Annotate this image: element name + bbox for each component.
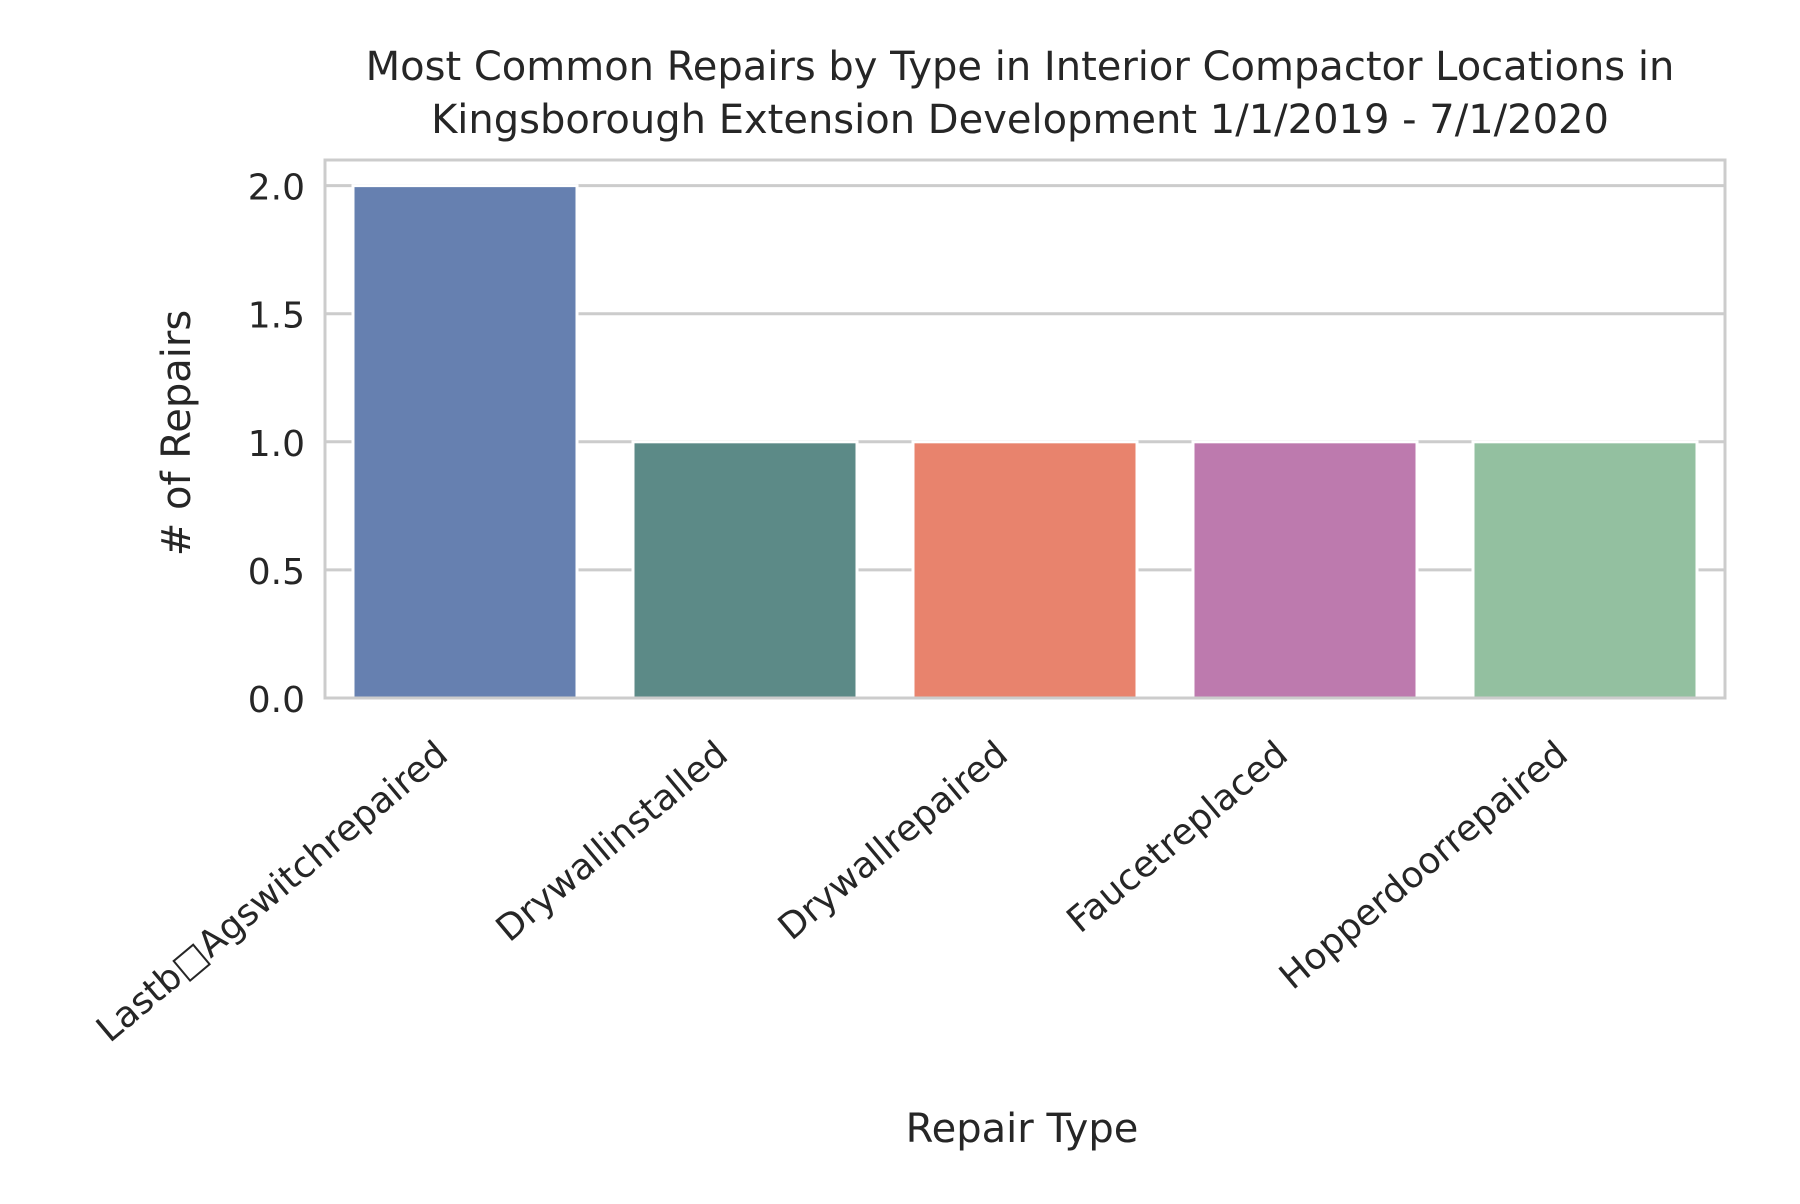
bars <box>351 184 1699 700</box>
x-tick-label: Drywallinstalled <box>489 733 736 950</box>
chart-title-line-2: Kingsborough Extension Development 1/1/2… <box>431 97 1609 143</box>
x-tick-labels: Lastb□Agswitchrepaired Drywallinstalled Dr… <box>89 733 1576 1050</box>
y-axis-label: # of Repairs <box>154 310 200 556</box>
y-tick-label: 2.0 <box>248 168 305 209</box>
plot-frame <box>323 158 1727 700</box>
bar <box>911 440 1139 700</box>
y-tick-label: 1.0 <box>248 424 305 465</box>
y-tick-label: 1.5 <box>248 296 305 337</box>
chart-title-line-1: Most Common Repairs by Type in Interior … <box>366 44 1675 90</box>
bar <box>1471 440 1699 700</box>
bar <box>631 440 859 700</box>
bar <box>1191 440 1419 700</box>
y-tick-label: 0.0 <box>248 680 305 721</box>
x-tick-label: Faucetreplaced <box>1059 733 1295 941</box>
x-tick-label: Lastb□Agswitchrepaired <box>89 733 456 1050</box>
x-tick-label: Hopperdoorrepaired <box>1272 733 1576 997</box>
x-tick-label: Drywallrepaired <box>771 733 1016 948</box>
bar <box>351 184 579 700</box>
y-tick-labels: 0.0 0.5 1.0 1.5 2.0 <box>248 168 305 721</box>
y-tick-label: 0.5 <box>248 552 305 593</box>
x-axis-label: Repair Type <box>906 1106 1139 1152</box>
